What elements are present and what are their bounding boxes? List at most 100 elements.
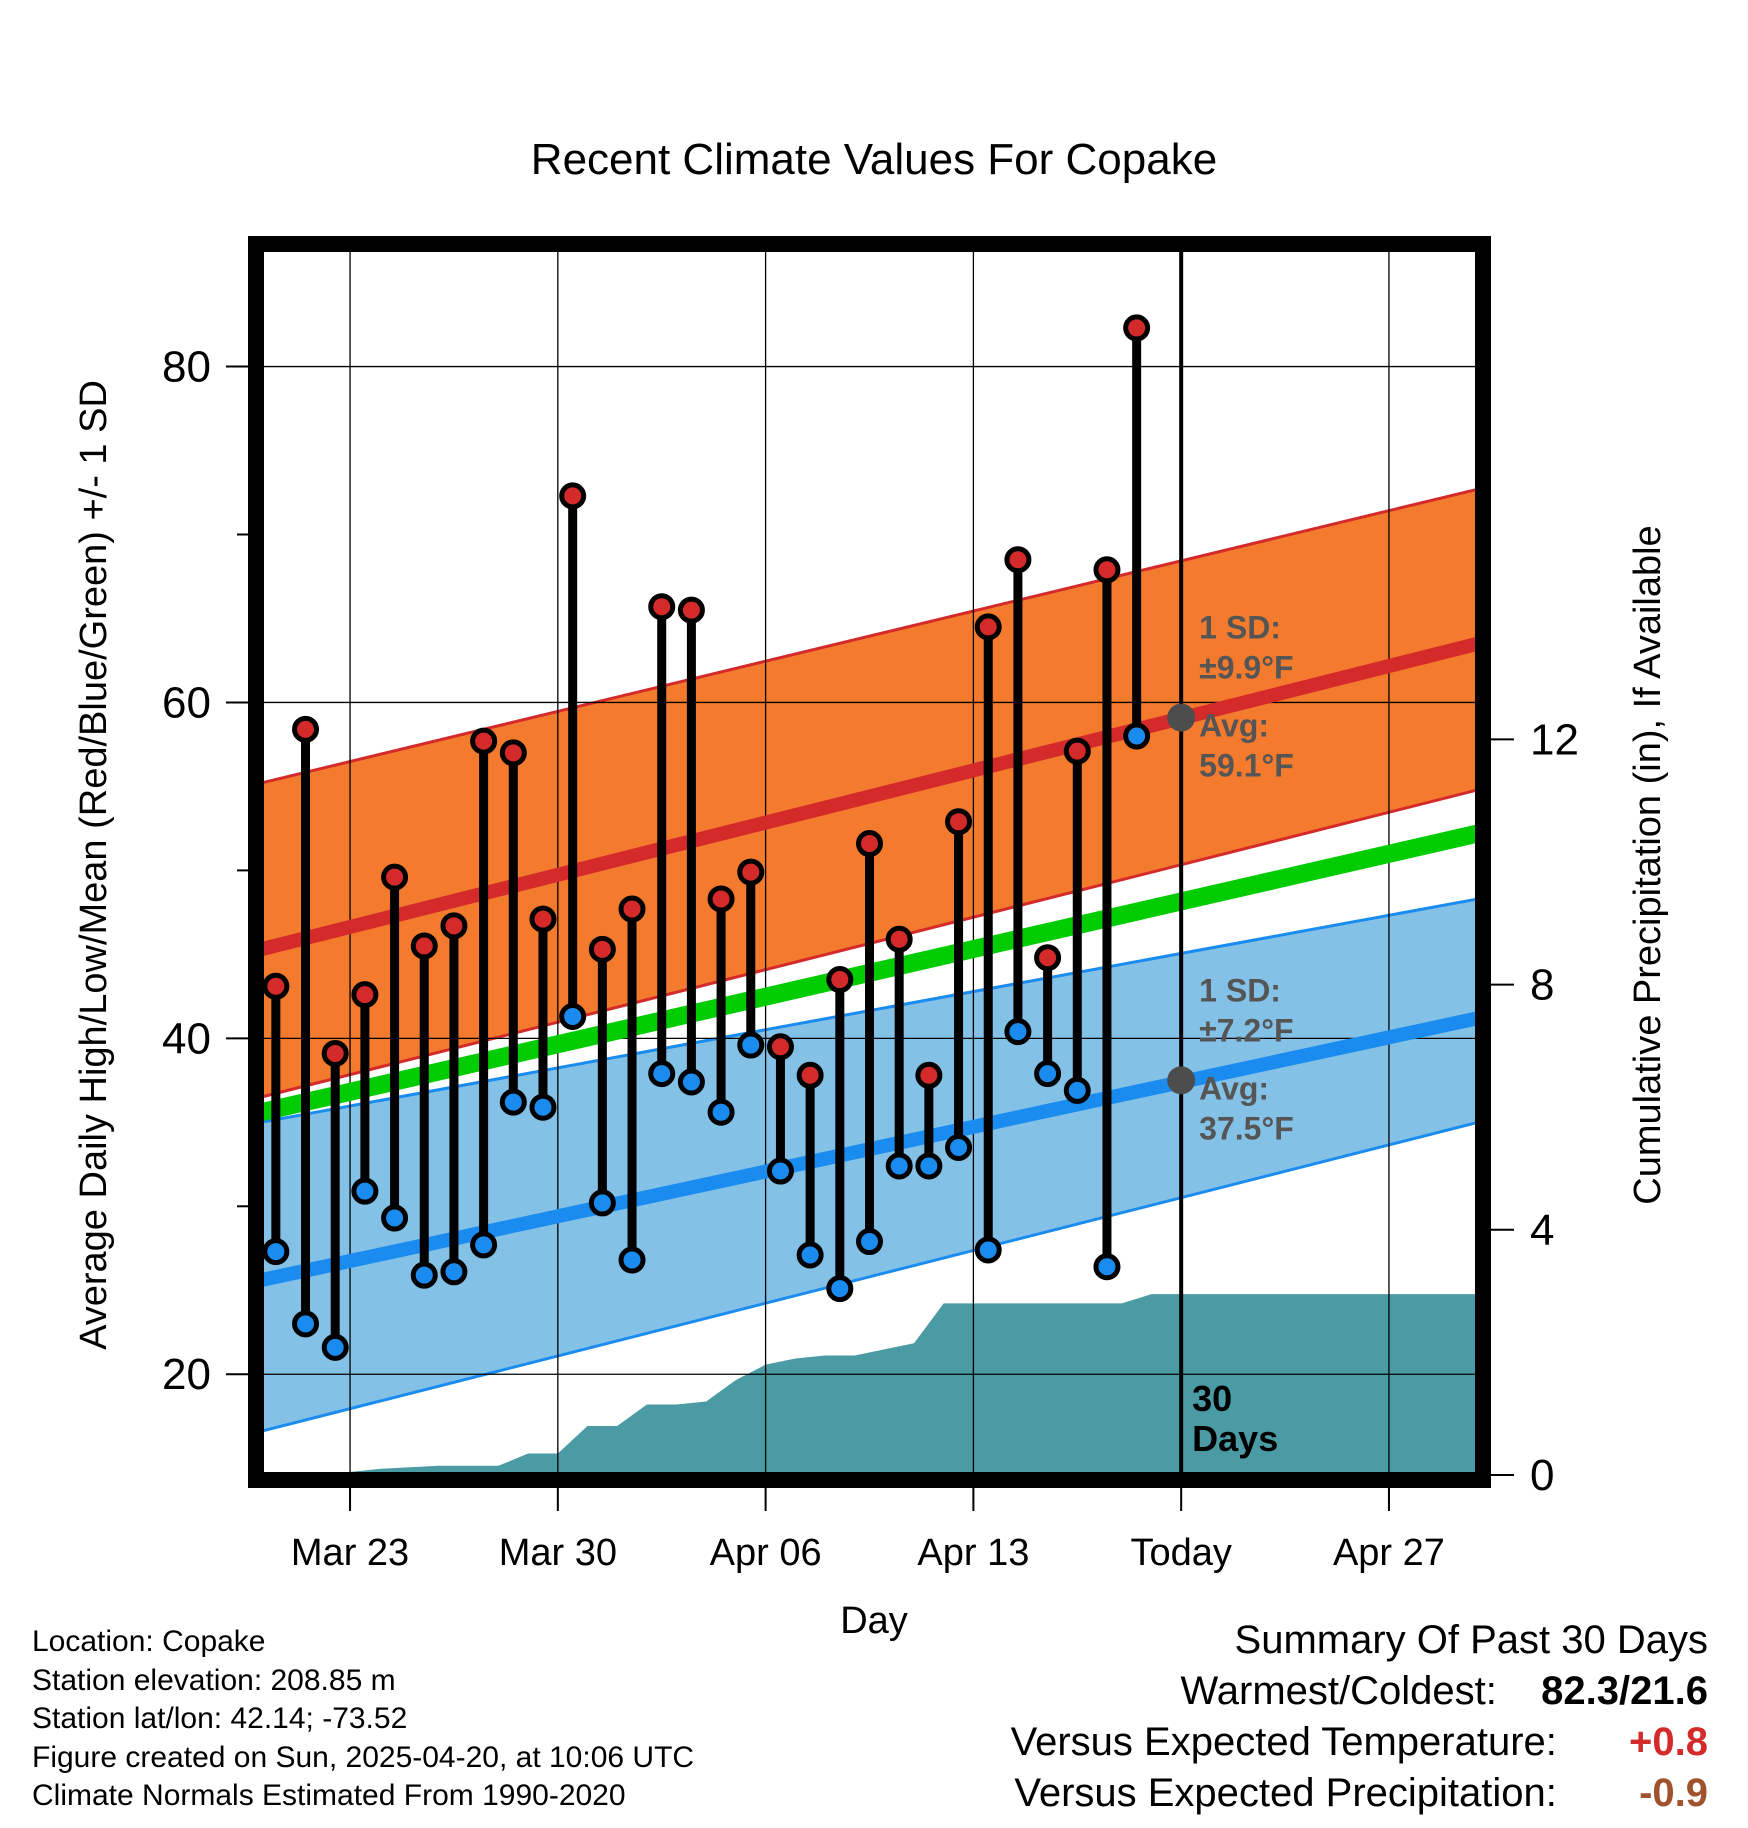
low-point [885,1152,913,1180]
y-tick-label: 40 [162,1014,211,1063]
high-sd-label: 1 SD: [1199,610,1281,646]
low-avg-label: Avg: [1199,1070,1269,1106]
normal-high-line [259,636,1480,957]
precip-area [261,1294,1478,1475]
x-axis-label: Day [840,1600,908,1642]
days-label-text: Days [1192,1418,1278,1459]
high-point [648,593,676,621]
low-point [648,1060,676,1088]
precip-value: -0.9 [1639,1771,1708,1815]
created-text: Figure created on Sun, 2025-04-20, at 10… [32,1740,695,1774]
precip-label: Versus Expected Precipitation: [1014,1771,1557,1815]
high-point [262,972,290,1000]
low-point [796,1241,824,1269]
high-point [856,830,883,858]
low-point [1063,1076,1091,1104]
high-point [470,727,498,755]
low-point [915,1152,943,1180]
high-point [1123,314,1151,342]
low-point [766,1157,794,1185]
y2-tick-label: 0 [1530,1451,1554,1500]
low-point [410,1261,438,1289]
low-sd-label: 1 SD: [1199,972,1281,1008]
y2-tick-label: 12 [1530,715,1579,764]
high-point [618,895,646,923]
low-point [974,1236,1002,1264]
high-point [440,912,468,940]
low-point [707,1098,735,1126]
summary-panel: Summary Of Past 30 Days Warmest/Coldest:… [1011,1615,1708,1819]
low-point [856,1228,883,1256]
today-high-avg-dot [1167,703,1196,732]
low-point [1004,1018,1032,1046]
high-point [796,1061,824,1089]
low-point [588,1189,616,1217]
high-point [826,966,854,994]
low-point [529,1093,557,1121]
y-tick-label: 20 [162,1350,211,1399]
high-point [529,905,557,933]
high-point [321,1039,349,1067]
high-point [974,613,1002,641]
y-tick-label: 60 [162,678,211,727]
high-point [945,808,973,836]
low-point [618,1246,646,1274]
high-sd-value: ±9.9°F [1199,650,1293,686]
high-point [351,981,379,1009]
high-avg-value: 59.1°F [1199,748,1294,784]
high-sd-band-upper-edge [260,487,1479,785]
high-point [588,935,616,963]
high-point [1034,944,1062,972]
high-point [410,932,438,960]
y-axis-label: Average Daily High/Low/Mean (Red/Blue/Gr… [73,380,115,1350]
station-info: Location: Copake Station elevation: 208.… [32,1623,694,1816]
low-point [559,1003,587,1031]
low-point [1093,1253,1121,1281]
low-point [826,1275,854,1303]
plot-area: 1 SD: ±9.9°F Avg: 59.1°F 1 SD: ±7.2°F Avg: 37.5… [162,236,1579,1574]
chart-title: Recent Climate Values For Copake [531,135,1217,184]
location-text: Location: Copake [32,1625,266,1658]
low-point [351,1177,379,1205]
high-avg-label: Avg: [1199,708,1269,744]
low-sd-value: ±7.2°F [1199,1012,1293,1048]
high-point [559,482,587,510]
x-tick-label: Apr 13 [917,1532,1029,1574]
y-tick-label: 80 [162,343,211,392]
low-point [381,1204,409,1232]
high-point [677,596,705,624]
low-point [1123,722,1151,750]
x-tick-label: Apr 27 [1333,1532,1445,1574]
low-point [440,1258,468,1286]
plot-frame [248,236,1491,1488]
summary-warmest-row: Warmest/Coldest: 82.3/21.6 [1011,1666,1709,1717]
high-point [766,1033,794,1061]
elevation-text: Station elevation: 208.85 m [32,1663,396,1697]
days-label-number: 30 [1192,1378,1232,1419]
low-point [321,1333,349,1361]
normals-text: Climate Normals Estimated From 1990-2020 [32,1779,626,1812]
high-point [707,885,735,913]
today-low-avg-dot [1167,1066,1196,1095]
low-point [499,1088,527,1116]
low-point [737,1031,765,1059]
summary-precip-row: Versus Expected Precipitation: -0.9 [1011,1768,1708,1819]
warmest-label: Warmest/Coldest: [1180,1669,1497,1713]
summary-temp-row: Versus Expected Temperature: +0.8 [1011,1717,1708,1768]
high-point [737,858,765,886]
low-point [292,1310,320,1338]
y2-axis-label: Cumulative Precipitation (in), If Availa… [1627,525,1669,1204]
x-tick-label: Mar 30 [499,1532,617,1574]
low-point [945,1134,973,1162]
high-point [1004,546,1032,574]
y2-tick-label: 8 [1530,961,1554,1010]
summary-heading: Summary Of Past 30 Days [1234,1618,1708,1662]
high-point [292,715,320,743]
low-point [262,1238,290,1266]
high-point [885,925,913,953]
high-point [381,863,409,891]
low-sd-band-lower-edge [260,1120,1479,1433]
x-tick-label: Apr 06 [710,1532,822,1574]
x-tick-label: Mar 23 [291,1532,409,1574]
